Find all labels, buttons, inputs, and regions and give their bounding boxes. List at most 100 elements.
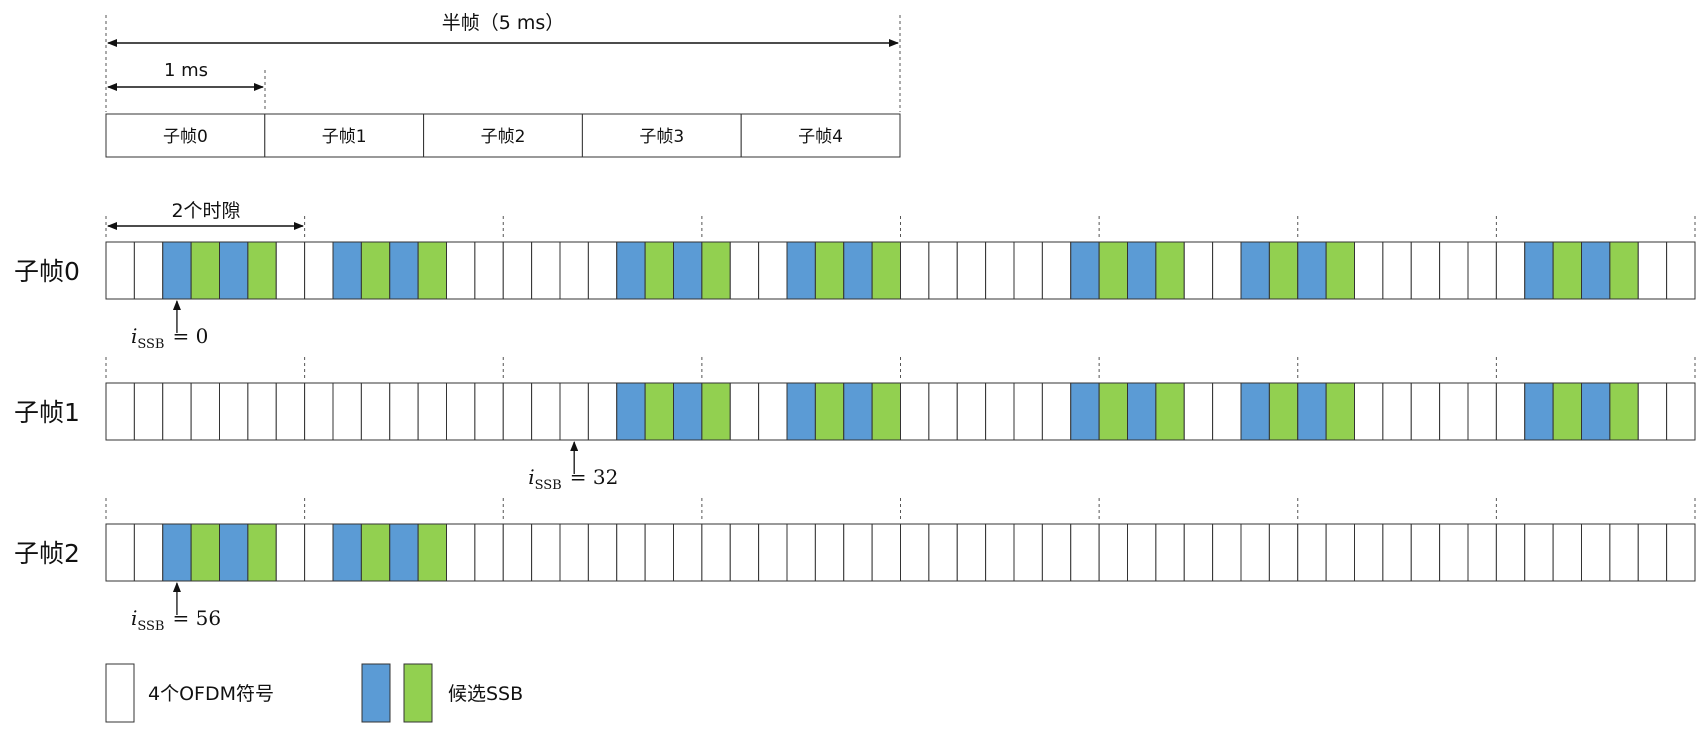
ofdm-cell bbox=[304, 523, 334, 582]
subframe-box-label: 子帧4 bbox=[798, 127, 843, 147]
subframe-row: 子帧1 iSSB = 32 bbox=[14, 357, 1696, 493]
subframe-rows: 子帧0 iSSB = 0 子帧1 iSSB = 32 子帧2 iSSB = 56 bbox=[14, 216, 1696, 634]
ofdm-cell bbox=[1382, 523, 1412, 582]
ofdm-cell bbox=[133, 382, 164, 441]
ofdm-cell bbox=[531, 523, 561, 582]
ofdm-cell bbox=[304, 241, 334, 300]
ssb-cell bbox=[1070, 382, 1100, 441]
ofdm-cell bbox=[474, 523, 504, 582]
ofdm-cell bbox=[219, 382, 249, 441]
subframe-box-label: 子帧2 bbox=[481, 127, 526, 147]
ofdm-cell bbox=[1439, 382, 1469, 441]
ssb-cell bbox=[332, 523, 362, 582]
ssb-cell bbox=[701, 241, 731, 300]
ofdm-cell bbox=[1041, 241, 1072, 300]
ofdm-cell bbox=[1240, 523, 1270, 582]
row-label: 子帧1 bbox=[14, 398, 80, 427]
ofdm-cell bbox=[446, 523, 476, 582]
subframe-box-label: 子帧1 bbox=[322, 127, 367, 147]
ssb-cell bbox=[786, 241, 816, 300]
ofdm-cell bbox=[559, 382, 589, 441]
ofdm-cell bbox=[133, 241, 164, 300]
ofdm-cell bbox=[1467, 523, 1497, 582]
ofdm-cell bbox=[417, 382, 447, 441]
ofdm-cell bbox=[985, 382, 1015, 441]
slot-span-label: 2个时隙 bbox=[171, 200, 240, 222]
ofdm-cell bbox=[275, 523, 306, 582]
subframe-row: 子帧2 iSSB = 56 bbox=[14, 498, 1696, 634]
subframe-box bbox=[105, 113, 266, 158]
legend-empty-label: 4个OFDM符号 bbox=[148, 683, 274, 705]
ssb-cell bbox=[1552, 382, 1582, 441]
ssb-cell bbox=[616, 241, 646, 300]
ssb-cell bbox=[360, 241, 391, 300]
subframe-box bbox=[264, 113, 425, 158]
ofdm-cell bbox=[1325, 523, 1355, 582]
ssb-cell bbox=[1155, 382, 1185, 441]
ofdm-cell bbox=[531, 241, 561, 300]
ofdm-cell bbox=[1013, 523, 1043, 582]
ofdm-cell bbox=[956, 523, 987, 582]
ssb-cell bbox=[1552, 241, 1582, 300]
ofdm-cell bbox=[1297, 523, 1327, 582]
ofdm-cell bbox=[1495, 523, 1526, 582]
ssb-cell bbox=[219, 523, 249, 582]
legend: 4个OFDM符号 候选SSB bbox=[105, 663, 523, 723]
ofdm-cell bbox=[304, 382, 334, 441]
ofdm-cell bbox=[1070, 523, 1100, 582]
ssb-cell bbox=[1098, 241, 1128, 300]
ofdm-cell bbox=[1495, 382, 1526, 441]
slot-span: 2个时隙 bbox=[107, 200, 304, 230]
ofdm-cell bbox=[474, 241, 504, 300]
ofdm-cell bbox=[275, 382, 306, 441]
ssb-cell bbox=[1268, 241, 1299, 300]
ssb-cell bbox=[162, 523, 192, 582]
ofdm-cell bbox=[786, 523, 816, 582]
ssb-cell bbox=[1581, 382, 1611, 441]
ofdm-cell bbox=[1212, 241, 1242, 300]
ofdm-cell bbox=[587, 241, 618, 300]
one-ms-label: 1 ms bbox=[164, 60, 208, 81]
ofdm-cell bbox=[1552, 523, 1582, 582]
ofdm-cell bbox=[531, 382, 561, 441]
ofdm-cell bbox=[956, 241, 987, 300]
ofdm-cell bbox=[105, 523, 135, 582]
ofdm-cell bbox=[587, 523, 618, 582]
ssb-cell bbox=[1609, 382, 1639, 441]
ofdm-cell bbox=[729, 241, 760, 300]
ofdm-cell bbox=[900, 382, 930, 441]
ofdm-cell bbox=[1637, 241, 1668, 300]
ofdm-cell bbox=[900, 523, 930, 582]
ssb-cell bbox=[616, 382, 646, 441]
ofdm-cell bbox=[559, 523, 589, 582]
ofdm-cell bbox=[928, 382, 958, 441]
ssb-cell bbox=[1240, 241, 1270, 300]
ofdm-cell bbox=[247, 382, 277, 441]
ofdm-cell bbox=[1268, 523, 1299, 582]
ssb-cell bbox=[190, 241, 220, 300]
ssb-cell bbox=[1297, 382, 1327, 441]
ssb-cell bbox=[219, 241, 249, 300]
ofdm-cell bbox=[1354, 382, 1384, 441]
ssb-cell bbox=[1127, 241, 1157, 300]
ofdm-cell bbox=[1439, 523, 1469, 582]
ssb-cell bbox=[389, 523, 419, 582]
ssb-cell bbox=[843, 382, 873, 441]
ssb-cell bbox=[247, 241, 277, 300]
ofdm-cell bbox=[1127, 523, 1157, 582]
ssb-index-label: iSSB = 56 bbox=[131, 606, 221, 634]
ofdm-cell bbox=[1666, 523, 1696, 582]
ofdm-cell bbox=[1410, 382, 1441, 441]
ofdm-cell bbox=[616, 523, 646, 582]
ssb-cell bbox=[1581, 241, 1611, 300]
ssb-cell bbox=[843, 241, 873, 300]
ofdm-cell bbox=[162, 382, 192, 441]
ssb-cell bbox=[644, 241, 674, 300]
ofdm-cell bbox=[928, 523, 958, 582]
ofdm-cell bbox=[1382, 241, 1412, 300]
subframe-box bbox=[740, 113, 901, 158]
ssb-cell bbox=[1325, 241, 1355, 300]
ssb-cell bbox=[1268, 382, 1299, 441]
ssb-cell bbox=[1240, 382, 1270, 441]
